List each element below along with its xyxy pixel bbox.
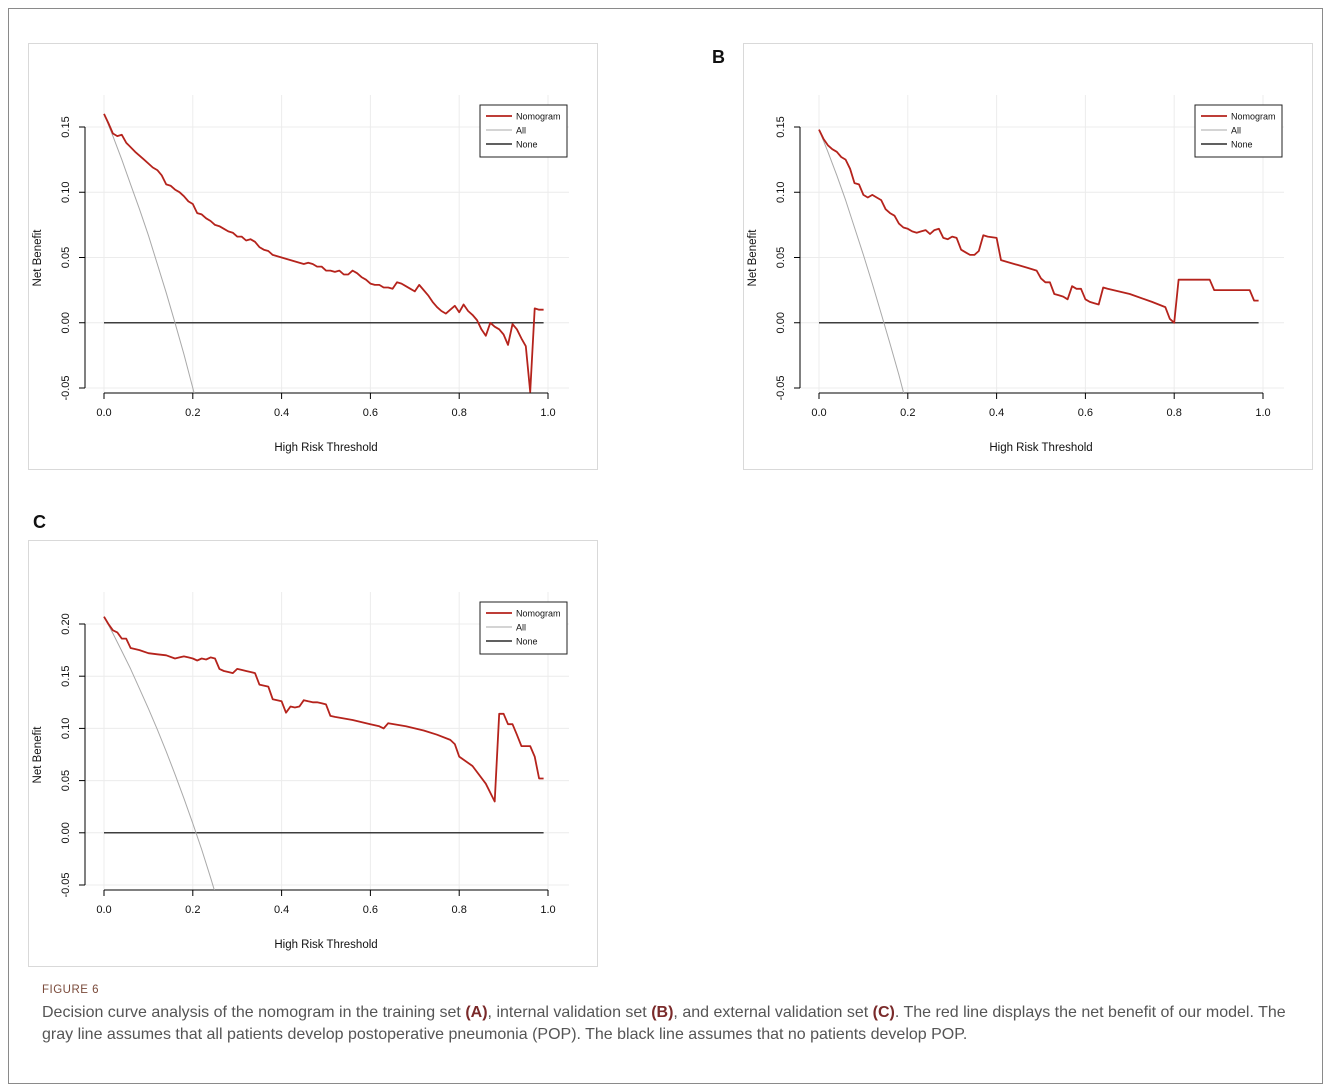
y-tick-label: -0.05 <box>775 375 787 400</box>
caption-text-2: , internal validation set <box>487 1004 652 1021</box>
caption-text-1: Decision curve analysis of the nomogram … <box>42 1004 466 1021</box>
y-tick-label: 0.05 <box>775 247 787 268</box>
legend-box <box>1194 104 1283 158</box>
x-tick-label: 0.0 <box>811 407 826 419</box>
series-line-nomogram <box>103 113 544 393</box>
legend-label-nomogram: Nomogram <box>516 112 561 122</box>
x-tick-label: 0.0 <box>96 407 111 419</box>
x-tick-label: 0.6 <box>1078 407 1093 419</box>
y-tick-label: 0.05 <box>60 770 72 791</box>
x-tick-label: 0.2 <box>185 904 200 916</box>
legend-box <box>479 104 568 158</box>
legend-label-none: None <box>516 140 538 150</box>
x-axis-label: High Risk Threshold <box>989 442 1092 454</box>
figure-caption: Decision curve analysis of the nomogram … <box>42 1002 1304 1046</box>
figure-frame <box>8 8 1323 1084</box>
x-axis-label: High Risk Threshold <box>274 442 377 454</box>
legend-label-none: None <box>1231 140 1253 150</box>
y-tick-label: 0.00 <box>60 312 72 333</box>
x-tick-label: 1.0 <box>540 407 555 419</box>
legend-label-nomogram: Nomogram <box>516 609 561 619</box>
x-tick-label: 0.4 <box>274 904 289 916</box>
y-tick-label: 0.00 <box>60 822 72 843</box>
y-tick-label: 0.15 <box>60 665 72 686</box>
x-tick-label: 0.4 <box>274 407 289 419</box>
panel-label-c: C <box>33 512 46 532</box>
x-tick-label: 1.0 <box>540 904 555 916</box>
legend: Nomogram All None <box>1194 104 1283 158</box>
y-tick-label: 0.20 <box>60 613 72 634</box>
y-axis-label: Net Benefit <box>32 726 44 784</box>
legend-label-all: All <box>1231 126 1241 136</box>
x-tick-label: 0.2 <box>900 407 915 419</box>
caption-text-4: . The red line displays the net benefit … <box>42 1004 1286 1043</box>
x-tick-label: 0.4 <box>989 407 1004 419</box>
series-line-nomogram <box>103 616 544 803</box>
x-tick-label: 0.6 <box>363 407 378 419</box>
y-tick-label: -0.05 <box>60 872 72 897</box>
legend-box <box>479 601 568 655</box>
decision-curve-chart-a: 0.0 0.2 0.4 0.6 0.8 1.0 -0.05 0.00 0.05 0.10 0.15 H… <box>28 43 598 470</box>
caption-text-3: , and external validation set <box>673 1004 873 1021</box>
x-tick-label: 0.0 <box>96 904 111 916</box>
y-axis-label: Net Benefit <box>32 229 44 287</box>
decision-curve-chart-c: 0.0 0.2 0.4 0.6 0.8 1.0 -0.05 0.00 0.05 0.10 0.15 0… <box>28 540 598 967</box>
y-tick-label: 0.10 <box>60 718 72 739</box>
decision-curve-chart-b: 0.0 0.2 0.4 0.6 0.8 1.0 -0.05 0.00 0.05 0.10 0.15 H… <box>743 43 1313 470</box>
x-tick-label: 0.8 <box>452 904 467 916</box>
series-line-all <box>818 129 905 393</box>
y-tick-label: -0.05 <box>60 375 72 400</box>
series-line-nomogram <box>818 129 1259 324</box>
x-tick-label: 0.6 <box>363 904 378 916</box>
x-tick-label: 1.0 <box>1255 407 1270 419</box>
x-axis-label: High Risk Threshold <box>274 939 377 951</box>
y-tick-label: 0.10 <box>60 182 72 203</box>
y-tick-label: 0.15 <box>60 116 72 137</box>
y-tick-label: 0.10 <box>775 182 787 203</box>
y-axis-label: Net Benefit <box>747 229 759 287</box>
legend-label-all: All <box>516 126 526 136</box>
series-line-all <box>103 113 195 393</box>
x-tick-label: 0.2 <box>185 407 200 419</box>
caption-ref-b: (B) <box>651 1004 674 1021</box>
y-tick-label: 0.00 <box>775 312 787 333</box>
series-line-all <box>103 616 215 890</box>
legend-label-all: All <box>516 623 526 633</box>
caption-ref-c: (C) <box>872 1004 895 1021</box>
panel-label-b: B <box>712 47 725 67</box>
x-tick-label: 0.8 <box>1167 407 1182 419</box>
caption-ref-a: (A) <box>465 1004 488 1021</box>
legend: Nomogram All None <box>479 601 568 655</box>
y-tick-label: 0.15 <box>775 116 787 137</box>
legend-label-none: None <box>516 637 538 647</box>
legend-label-nomogram: Nomogram <box>1231 112 1276 122</box>
legend: Nomogram All None <box>479 104 568 158</box>
figure-label: FIGURE 6 <box>42 984 100 996</box>
x-tick-label: 0.8 <box>452 407 467 419</box>
y-tick-label: 0.05 <box>60 247 72 268</box>
